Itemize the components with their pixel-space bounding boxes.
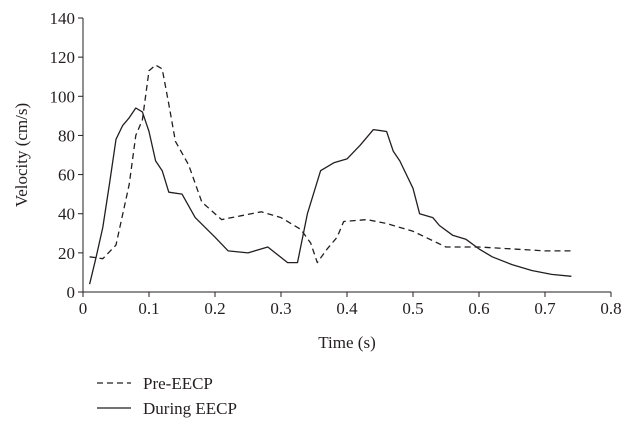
y-tick-label: 60 xyxy=(58,166,75,185)
legend: Pre-EECP During EECP xyxy=(97,374,237,418)
axes xyxy=(82,18,611,293)
x-tick-label: 0.5 xyxy=(402,299,423,318)
y-tick-label: 80 xyxy=(58,126,75,145)
legend-label: Pre-EECP xyxy=(143,374,213,393)
x-tick-label: 0.7 xyxy=(534,299,556,318)
series-line-during-eecp xyxy=(88,107,572,285)
y-tick-label: 40 xyxy=(58,205,75,224)
y-tick-label: 120 xyxy=(50,48,76,67)
x-tick-label: 0 xyxy=(79,299,88,318)
series-line-pre-eecp xyxy=(89,64,572,264)
y-tick-label: 0 xyxy=(67,283,76,302)
x-tick-label: 0.2 xyxy=(204,299,225,318)
x-tick-label: 0.1 xyxy=(138,299,159,318)
y-axis-label: Velocity (cm/s) xyxy=(12,103,31,207)
x-tick-label: 0.6 xyxy=(468,299,489,318)
y-ticks: 0 20 40 60 80 100 120 140 xyxy=(50,9,83,302)
x-tick-label: 0.8 xyxy=(600,299,621,318)
y-tick-label: 20 xyxy=(58,244,75,263)
series-layer xyxy=(88,64,572,285)
x-axis-label: Time (s) xyxy=(318,333,375,352)
legend-label: During EECP xyxy=(143,399,237,418)
y-tick-label: 140 xyxy=(50,9,76,28)
y-tick-label: 100 xyxy=(50,87,76,106)
x-ticks: 0 0.1 0.2 0.3 0.4 0.5 0.6 0.7 0.8 xyxy=(79,292,622,318)
x-tick-label: 0.4 xyxy=(336,299,358,318)
x-tick-label: 0.3 xyxy=(270,299,291,318)
